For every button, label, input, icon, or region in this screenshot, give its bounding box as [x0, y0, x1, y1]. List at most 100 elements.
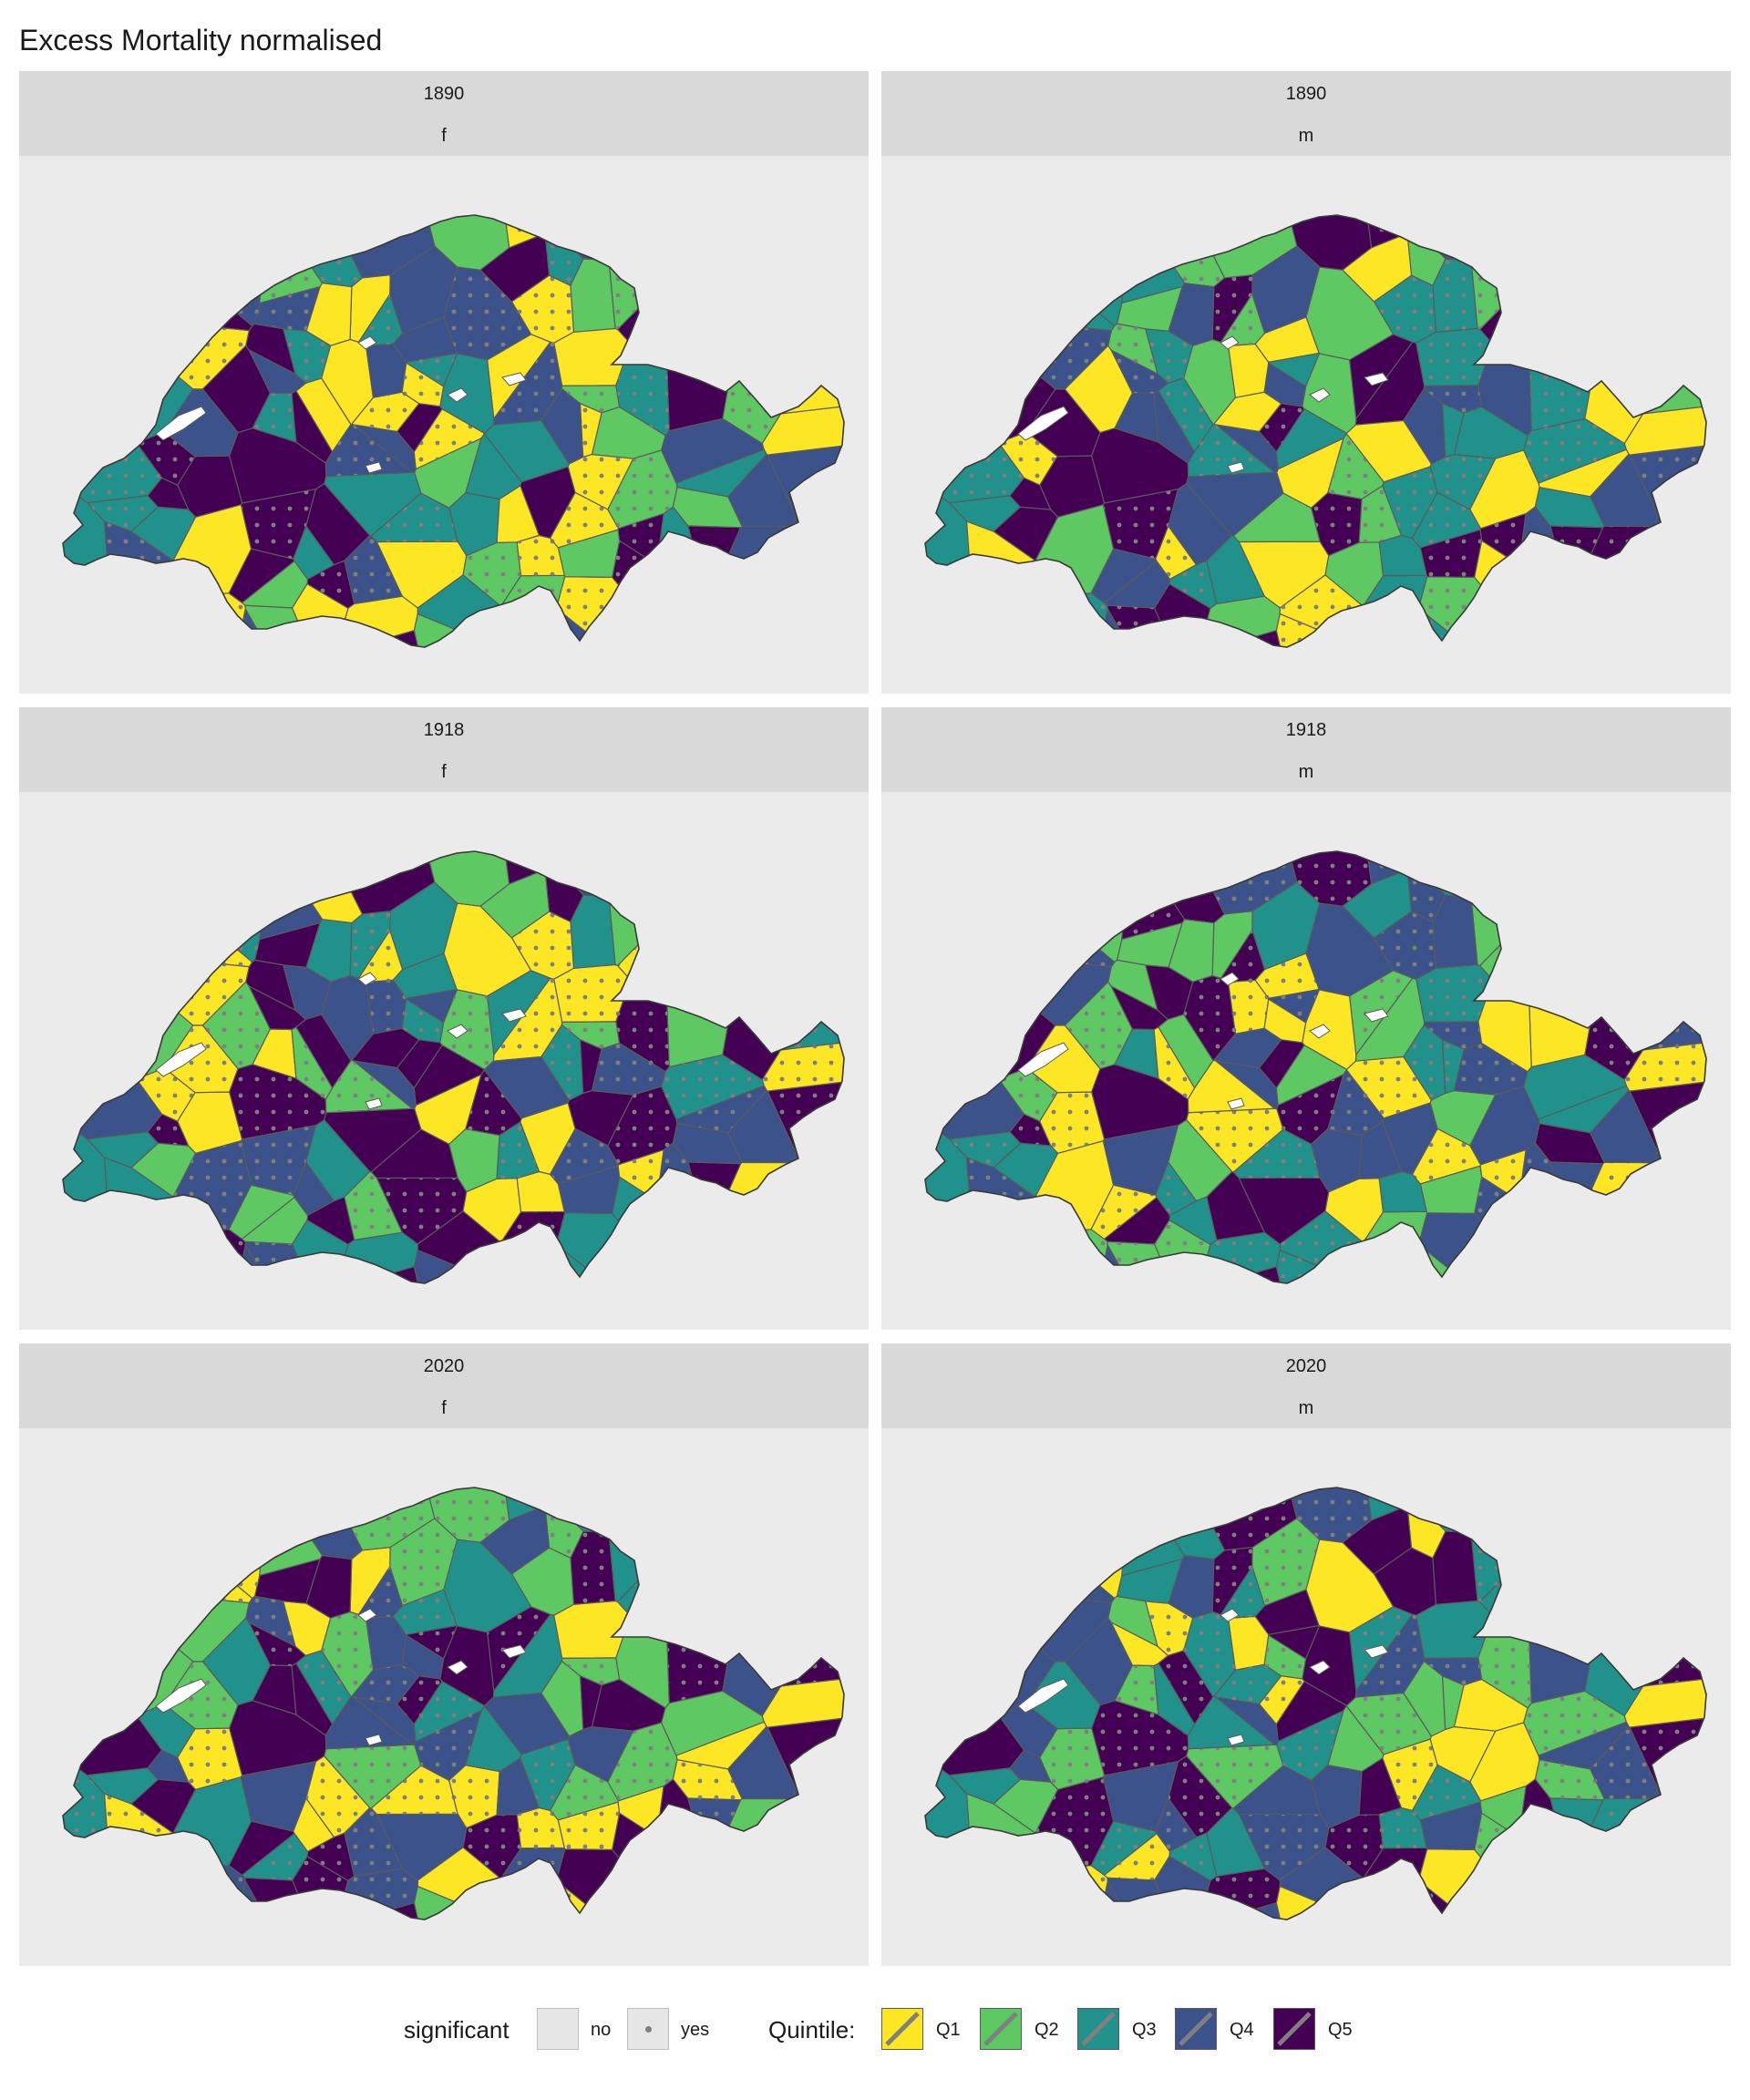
country-border [62, 214, 845, 648]
legend-key-q4 [1175, 2008, 1217, 2050]
district-region [244, 604, 304, 647]
lake-shape [1227, 1734, 1245, 1746]
legend-key-q2 [980, 2008, 1022, 2050]
lake-shape [1017, 1042, 1069, 1077]
significance-dots [170, 592, 246, 647]
district-region [1275, 1885, 1345, 1920]
district-region [1527, 1214, 1602, 1283]
district-region [947, 312, 1030, 440]
district-region [1146, 1266, 1210, 1283]
significance-dots [1418, 576, 1486, 645]
significance-dots [925, 587, 1031, 647]
significance-dots [631, 1488, 675, 1578]
significance-dots [164, 1024, 238, 1093]
district-region [344, 634, 396, 647]
district-region [664, 1850, 740, 1920]
significance-dots [1276, 1710, 1343, 1781]
lake-shape [365, 461, 383, 474]
significance-dots [1535, 1759, 1605, 1800]
facet-panel-1890-m: 1890 m [881, 71, 1731, 694]
district-region [63, 926, 109, 1108]
significance-dots [1415, 964, 1493, 1023]
district-region [751, 903, 800, 927]
district-region [202, 215, 362, 247]
significance-dots [371, 1765, 458, 1815]
facet-sex-label: m [1298, 126, 1314, 146]
switzerland-district-map [62, 214, 845, 648]
significance-dots [295, 1651, 351, 1724]
significance-dots [519, 1880, 621, 1920]
facet-sex-label: m [1298, 1398, 1314, 1418]
facet-strip: 1890 m [881, 71, 1731, 156]
district-region [1671, 555, 1706, 647]
district-region [781, 215, 840, 280]
district-region [1679, 1504, 1706, 1580]
significance-dots [63, 1223, 169, 1283]
district-region [202, 1488, 362, 1519]
district-region [710, 897, 749, 934]
significance-dots [1103, 489, 1179, 560]
district-region [1206, 1907, 1258, 1920]
legend-label-q2: Q2 [1035, 2020, 1059, 2040]
district-region [738, 851, 786, 908]
significance-dots [365, 980, 407, 1035]
significance-dots [1381, 1880, 1483, 1920]
facet-sex-label: m [1298, 762, 1314, 782]
significance-dots [808, 556, 844, 647]
district-region [751, 1539, 800, 1563]
significance-dots [1259, 1675, 1305, 1724]
significance-dots [1188, 424, 1275, 477]
district-region [1463, 1224, 1518, 1283]
district-region [567, 1725, 634, 1783]
significance-dots [465, 1069, 522, 1136]
significance-dots [1346, 1693, 1432, 1755]
legend-key-q5 [1273, 2008, 1315, 2050]
district-region [727, 277, 764, 348]
district-region [63, 290, 109, 472]
district-region [1328, 1259, 1413, 1283]
district-region [925, 926, 972, 1108]
district-region [653, 582, 689, 647]
lake-shape [1227, 1097, 1245, 1110]
facet-panel-2020-m: 2020 m [881, 1343, 1731, 1966]
significance-dots [558, 1802, 620, 1850]
significance-dots [751, 904, 799, 927]
facet-strip: 1918 m [881, 707, 1731, 792]
significance-dots [542, 215, 645, 246]
district-region [63, 1223, 186, 1283]
district-layer [63, 1488, 844, 1966]
significance-dots [1379, 1807, 1427, 1848]
significance-dots [86, 1585, 167, 1711]
significance-dots [1239, 1814, 1329, 1880]
significance-dots [568, 454, 633, 510]
significance-dots [1039, 1728, 1105, 1790]
district-region [1590, 1549, 1626, 1621]
district-region [1515, 582, 1551, 647]
district-region [1524, 224, 1594, 277]
district-region [1405, 851, 1508, 883]
significance-dots [511, 911, 574, 980]
district-region [1618, 934, 1698, 1007]
significance-dots [396, 1675, 443, 1724]
district-region [817, 868, 844, 943]
significance-dots [925, 1563, 972, 1745]
district-region [801, 1168, 844, 1215]
district-region [761, 404, 844, 456]
facet-sex-label: f [441, 762, 447, 782]
significance-dots [1065, 215, 1223, 247]
district-region [1524, 1497, 1594, 1549]
significance-dots [1125, 1494, 1194, 1539]
legend-label-q4: Q4 [1230, 2020, 1254, 2040]
district-region [1572, 1533, 1611, 1570]
significance-dots [520, 1739, 576, 1811]
legend-significant-title: significant [404, 2016, 510, 2043]
district-region [1010, 282, 1116, 332]
district-region [333, 1932, 393, 1966]
significance-dots [241, 489, 316, 560]
significance-dots [993, 1488, 1074, 1595]
significance-dots [1145, 1601, 1193, 1656]
district-region [325, 851, 401, 891]
significance-dots [284, 1267, 346, 1283]
significance-dots [63, 1563, 109, 1745]
district-region [344, 1907, 396, 1920]
